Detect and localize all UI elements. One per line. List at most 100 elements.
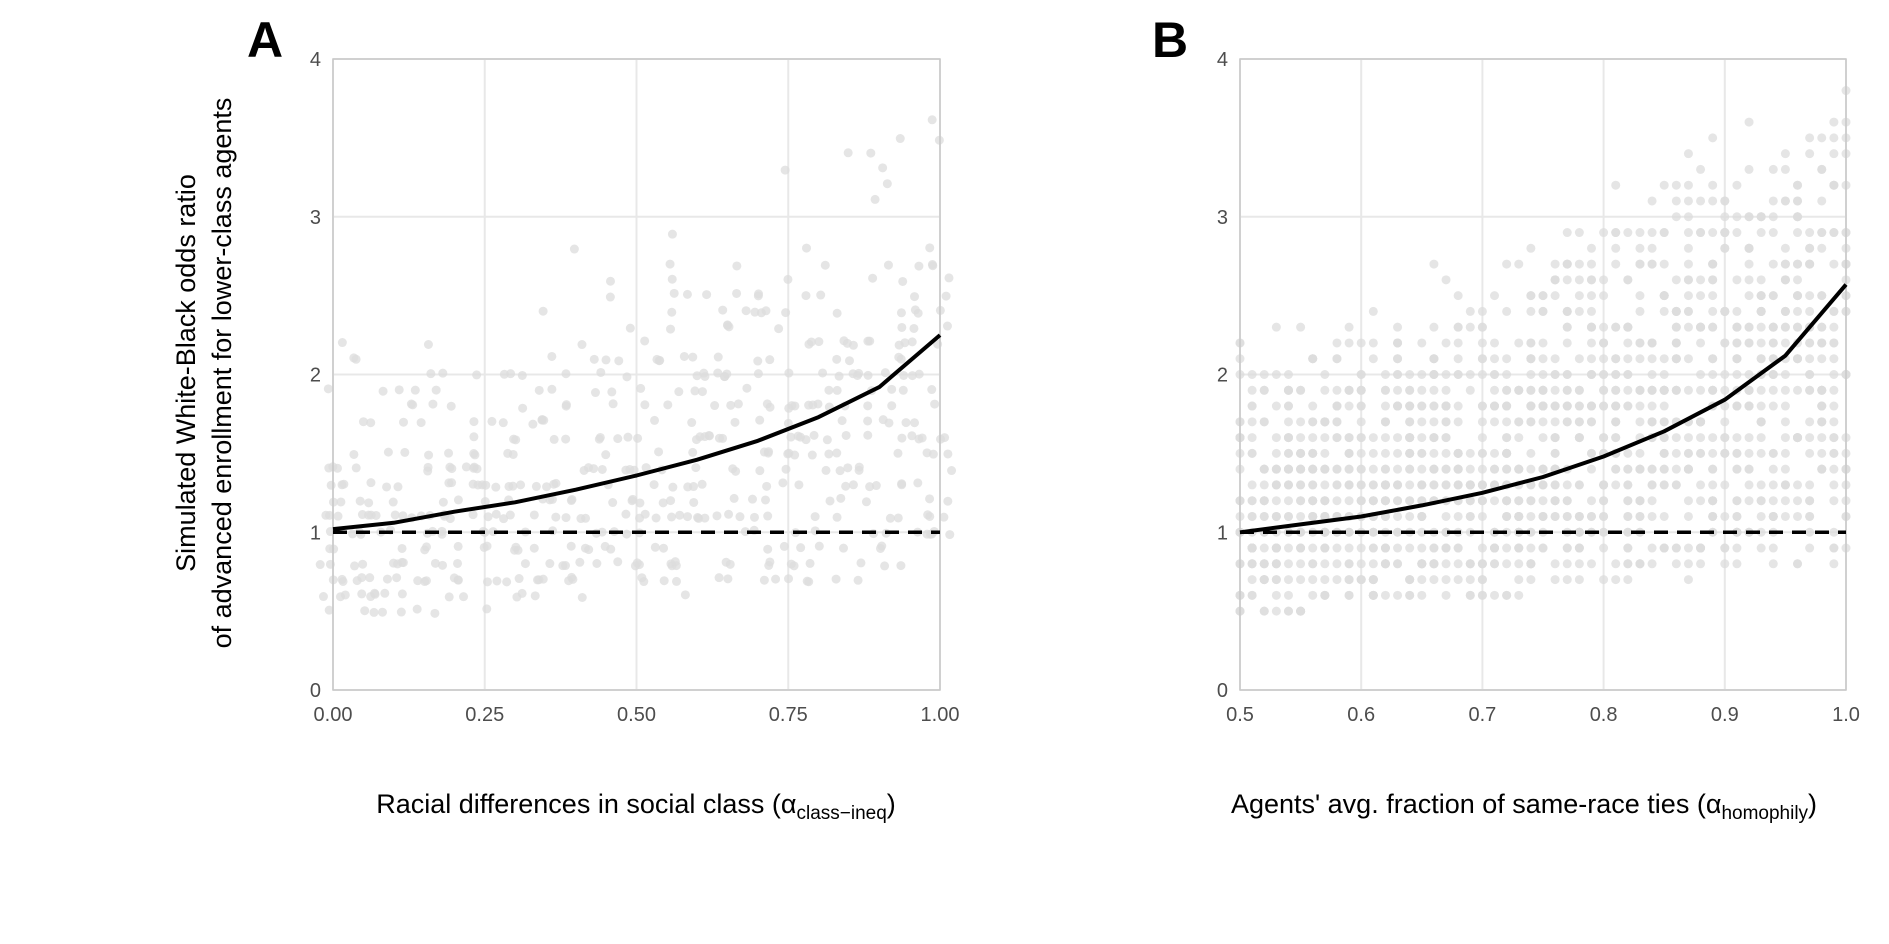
scatter-point [887, 401, 897, 411]
scatter-point [1683, 212, 1693, 222]
scatter-point [1332, 401, 1342, 411]
scatter-point [753, 369, 763, 379]
scatter-point [365, 573, 375, 583]
scatter-point [1550, 370, 1560, 379]
scatter-point [1550, 448, 1560, 458]
scatter-point [843, 148, 853, 158]
scatter-point [1502, 370, 1512, 379]
panel-a-y-ticks: 0 1 2 3 4 [310, 49, 321, 702]
scatter-point [1635, 243, 1645, 253]
scatter-point [1308, 575, 1318, 585]
scatter-point [1744, 259, 1754, 269]
scatter-point [1671, 196, 1681, 206]
scatter-point [1502, 496, 1512, 506]
scatter-point [1768, 385, 1778, 395]
scatter-point [1780, 511, 1790, 521]
scatter-point [1793, 496, 1803, 506]
scatter-point [688, 447, 698, 457]
scatter-point [350, 561, 360, 571]
scatter-point [1817, 228, 1827, 238]
scatter-point [750, 307, 760, 317]
scatter-point [1659, 417, 1669, 427]
scatter-point [1356, 464, 1366, 474]
scatter-point [1514, 433, 1524, 443]
scatter-point [868, 273, 878, 283]
scatter-point [1332, 496, 1342, 506]
scatter-point [1271, 575, 1281, 585]
scatter-point [1441, 433, 1451, 443]
scatter-point [654, 356, 664, 366]
scatter-point [430, 608, 440, 618]
scatter-point [1344, 338, 1354, 348]
scatter-point [883, 260, 893, 270]
scatter-point [1514, 259, 1524, 269]
scatter-point [1368, 338, 1378, 348]
scatter-point [741, 306, 751, 316]
scatter-point [542, 482, 552, 492]
scatter-point [1490, 448, 1500, 458]
scatter-point [666, 324, 676, 334]
scatter-point [765, 355, 775, 365]
scatter-point [1538, 306, 1548, 316]
scatter-point [607, 387, 617, 397]
scatter-point [1477, 338, 1487, 348]
scatter-point [721, 557, 731, 567]
scatter-point [1756, 401, 1766, 411]
scatter-point [1393, 448, 1403, 458]
scatter-point [469, 432, 479, 442]
scatter-point [1623, 228, 1633, 238]
scatter-point [1514, 590, 1524, 600]
scatter-point [1756, 511, 1766, 521]
scatter-point [1368, 559, 1378, 569]
scatter-point [1393, 496, 1403, 506]
scatter-point [1574, 275, 1584, 285]
scatter-point [690, 386, 700, 396]
scatter-point [339, 479, 349, 489]
scatter-point [863, 370, 873, 380]
scatter-point [1441, 417, 1451, 427]
scatter-point [1550, 401, 1560, 411]
y-axis-title: Simulated White-Black odds ratio of adva… [171, 98, 237, 649]
scatter-point [1429, 417, 1439, 427]
scatter-point [1296, 480, 1306, 490]
scatter-point [1405, 385, 1415, 395]
scatter-point [1599, 354, 1609, 364]
scatter-point [1247, 448, 1257, 458]
scatter-point [730, 417, 740, 427]
scatter-point [1720, 338, 1730, 348]
scatter-point [1477, 575, 1487, 585]
scatter-point [1829, 401, 1839, 411]
scatter-point [1574, 401, 1584, 411]
scatter-point [621, 465, 631, 475]
scatter-point [747, 494, 757, 504]
scatter-point [1683, 322, 1693, 332]
x-tick-label: 0.6 [1347, 704, 1375, 726]
scatter-point [1526, 306, 1536, 316]
scatter-point [468, 510, 478, 520]
y-axis-title-line1: Simulated White-Black odds ratio [171, 174, 201, 572]
scatter-point [1538, 464, 1548, 474]
scatter-point [1514, 417, 1524, 427]
scatter-point [483, 512, 493, 522]
scatter-point [1671, 275, 1681, 285]
scatter-point [1380, 559, 1390, 569]
scatter-point [1708, 196, 1718, 206]
scatter-point [1586, 259, 1596, 269]
scatter-point [726, 400, 736, 410]
scatter-point [898, 276, 908, 286]
scatter-point [1320, 433, 1330, 443]
scatter-point [1793, 322, 1803, 332]
scatter-point [453, 558, 463, 568]
scatter-point [779, 541, 789, 551]
scatter-point [1380, 480, 1390, 490]
scatter-point [1780, 275, 1790, 285]
scatter-point [1502, 559, 1512, 569]
x-tick-label: 0.75 [769, 704, 808, 726]
y-axis-title-line2: of advanced enrollment for lower-class a… [207, 98, 237, 649]
scatter-point [1635, 385, 1645, 395]
scatter-point [505, 510, 515, 520]
scatter-point [1344, 322, 1354, 332]
scatter-point [1562, 511, 1572, 521]
scatter-point [945, 530, 955, 540]
